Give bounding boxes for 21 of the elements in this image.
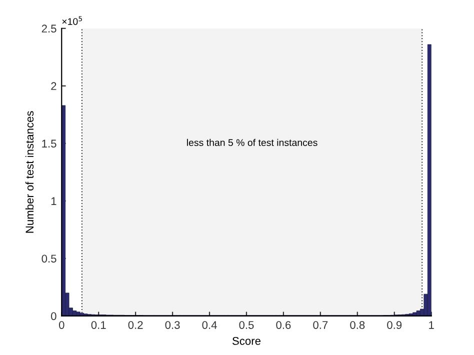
- x-tick-label: 0: [58, 321, 64, 329]
- x-tick-label: 0.7: [313, 321, 328, 329]
- y-tick-label: 2: [51, 82, 56, 90]
- x-tick-label: 0.6: [276, 321, 291, 329]
- text: ×10$^{5}$: [62, 16, 82, 25]
- x-axis-title: Score: [232, 337, 260, 345]
- y-tick-label: 1.5: [42, 140, 56, 148]
- x-tick-label: 0.3: [165, 321, 180, 329]
- x-tick-label: 1: [429, 321, 434, 329]
- y-tick-label: 1: [51, 197, 56, 205]
- band-label: less than 5 % of test instances: [187, 138, 318, 146]
- x-tick-label: 0.9: [387, 321, 402, 329]
- x-tick-label: 0.2: [128, 321, 143, 329]
- x-tick-label: 0.8: [350, 321, 365, 329]
- y-tick-label: 0: [51, 312, 56, 320]
- y-tick-label: 0.5: [42, 254, 56, 263]
- x-tick-label: 0.5: [239, 321, 254, 329]
- x-tick-label: 0.4: [202, 321, 217, 329]
- x-tick-label: 0.1: [91, 321, 106, 329]
- y-axis-title: Number of test instances: [25, 111, 34, 233]
- y-tick-label: 2.5: [42, 24, 56, 33]
